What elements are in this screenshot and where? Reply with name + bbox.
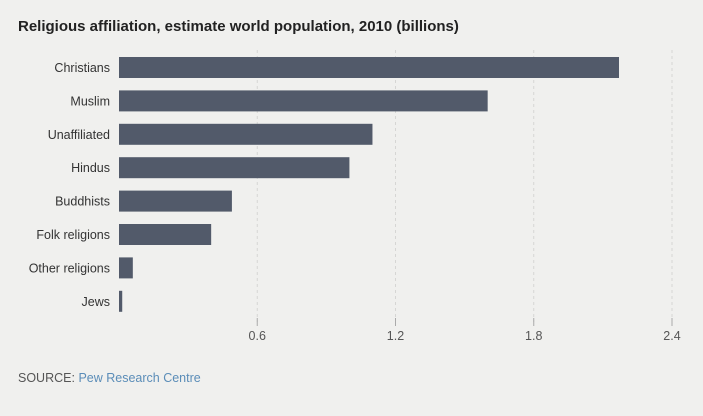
category-label: Hindus [71,161,110,175]
category-label: Folk religions [36,228,110,242]
bar-christians [119,57,620,78]
category-label: Unaffiliated [48,128,110,142]
category-label: Christians [54,61,110,75]
category-label: Other religions [29,261,110,275]
source-label: SOURCE: [18,371,75,385]
chart-title: Religious affiliation, estimate world po… [18,18,459,35]
category-label: Jews [82,295,110,309]
bar-folk-religions [119,224,212,245]
bar-unaffiliated [119,123,373,145]
bar-other-religions [119,257,133,279]
x-tick-label: 1.2 [387,329,404,343]
x-tick-label: 1.8 [525,329,542,343]
source-note: SOURCE: Pew Research Centre [18,371,201,385]
source-link[interactable]: Pew Research Centre [78,371,201,385]
bar-buddhists [119,190,232,212]
category-label: Buddhists [55,195,110,209]
bar-hindus [119,157,350,179]
x-tick-label: 0.6 [249,329,266,343]
bar-muslim [119,90,488,112]
x-tick-label: 2.4 [663,329,680,343]
category-label: Muslim [70,94,110,108]
bar-jews [119,290,123,312]
